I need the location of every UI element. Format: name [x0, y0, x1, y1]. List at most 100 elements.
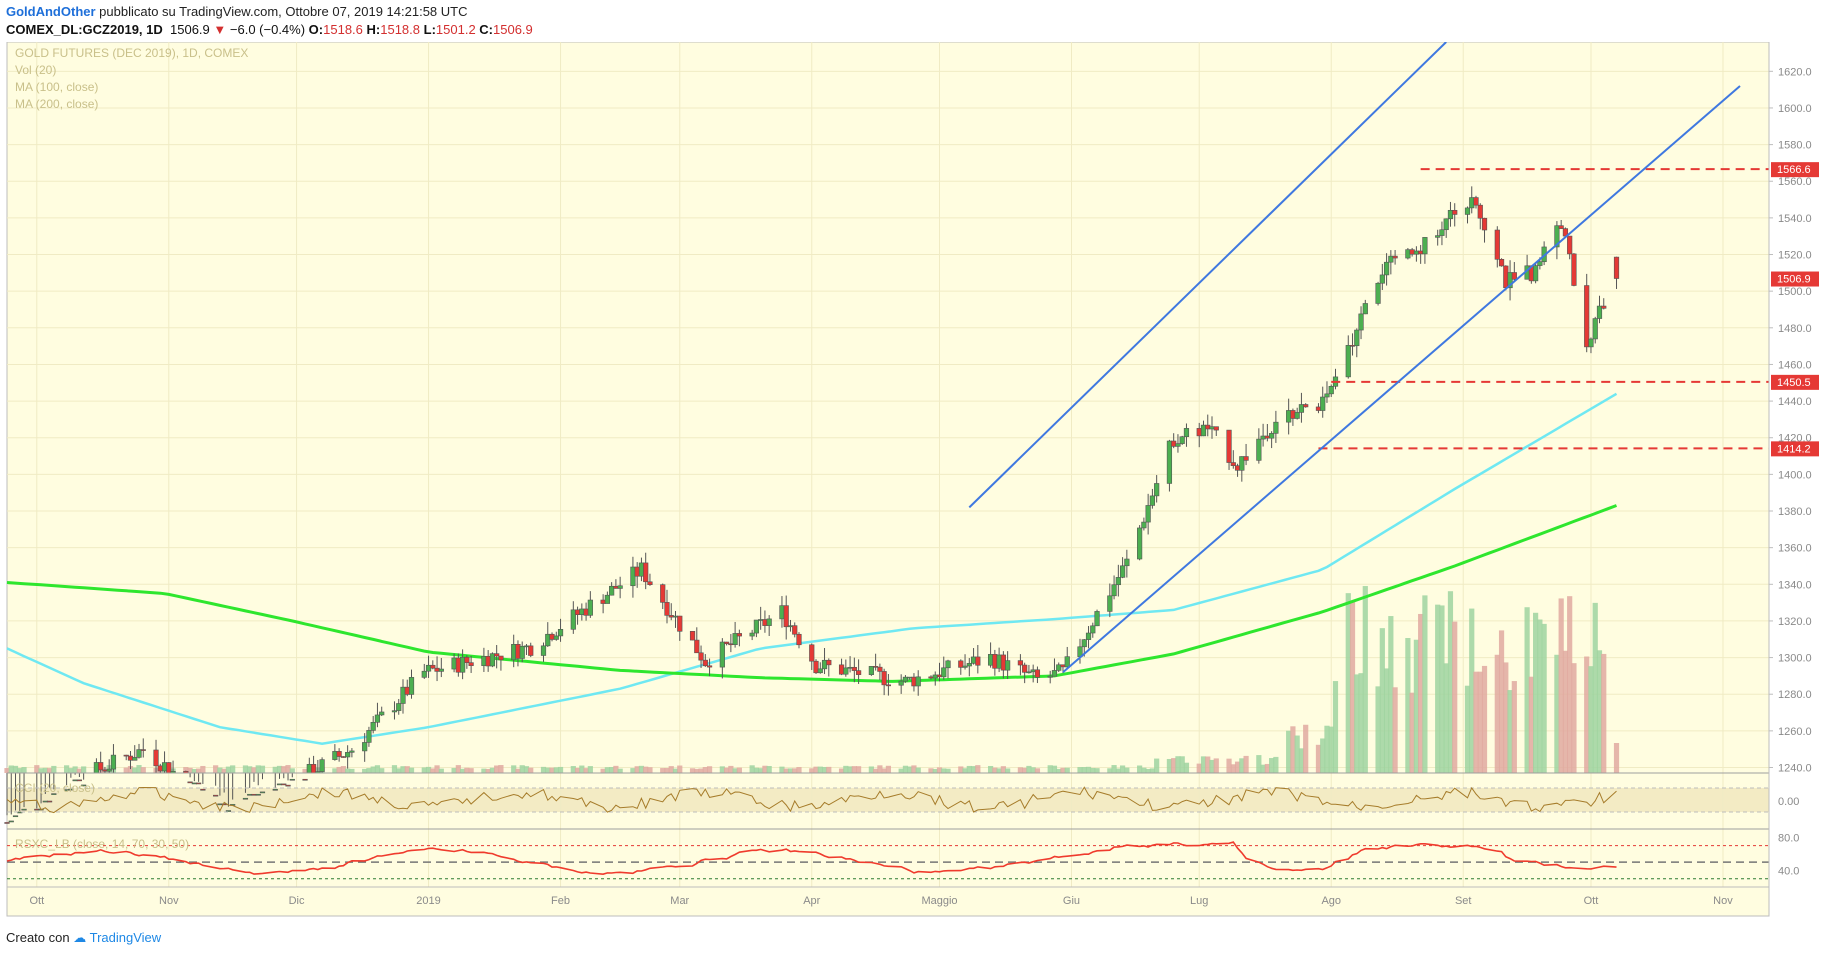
volume-bar	[140, 767, 146, 773]
volume-bar	[643, 766, 649, 773]
volume-bar	[64, 765, 70, 773]
volume-bar	[1175, 756, 1181, 773]
volume-bar	[81, 766, 87, 773]
candle-body	[604, 594, 610, 604]
candle-body	[340, 756, 346, 758]
candle-body	[1064, 656, 1070, 668]
volume-bar	[1481, 665, 1488, 773]
time-tick-label: Ott	[29, 895, 44, 907]
candle-body	[1503, 265, 1509, 289]
volume-bar	[647, 767, 653, 773]
candle-body	[515, 644, 521, 659]
volume-bar	[519, 765, 525, 773]
volume-bar	[545, 767, 551, 773]
candle-body	[1298, 404, 1305, 413]
time-tick-label: Nov	[159, 895, 179, 907]
volume-bar	[1141, 767, 1147, 773]
volume-bar	[638, 765, 645, 773]
volume-bar	[1269, 758, 1275, 773]
volume-bar	[1005, 768, 1011, 773]
channel-line	[968, 42, 1447, 509]
volume-bar	[1464, 685, 1471, 773]
volume-bar	[1349, 601, 1356, 773]
price-tick-label: 1480.0	[1778, 323, 1812, 335]
time-tick-label: 2019	[416, 895, 440, 907]
candle-body	[34, 808, 40, 811]
candle-body	[723, 641, 730, 645]
volume-bar	[660, 768, 666, 773]
volume-bar	[213, 765, 219, 773]
candle-body	[408, 677, 415, 695]
price-tick-label: 1360.0	[1778, 543, 1812, 555]
low-value: 1501.2	[435, 22, 476, 37]
candle-body	[464, 656, 470, 663]
candle-body	[1205, 424, 1211, 430]
candle-body	[302, 778, 308, 781]
candle-body	[12, 815, 19, 818]
publish-header: GoldAndOther pubblicato su TradingView.c…	[6, 4, 468, 19]
volume-bar	[1264, 763, 1270, 773]
horizontal-levels[interactable]: 1566.6 1450.5 1414.2 1506.9	[1318, 162, 1819, 457]
volume-bar	[255, 765, 261, 773]
candle-body	[374, 714, 381, 723]
price-tick-label: 1420.0	[1778, 433, 1812, 445]
candle-body	[1443, 218, 1449, 231]
tradingview-logo-icon: ☁	[73, 930, 87, 945]
time-axis[interactable]: Ott Nov Dic 2019 Feb Mar Apr Maggio Giu Lug Ago Set…	[7, 886, 1769, 907]
candle-body	[766, 618, 772, 626]
candle-body	[319, 759, 325, 772]
volume-bar	[1226, 758, 1232, 773]
price-tick-label: 1260.0	[1778, 726, 1812, 738]
volume-bar	[460, 768, 466, 773]
trend-channel[interactable]	[968, 42, 1741, 673]
volume-bar	[1200, 756, 1207, 773]
volume-bar	[826, 766, 832, 773]
candle-body	[1571, 253, 1577, 286]
candle-body	[826, 659, 832, 666]
candle-body	[1145, 505, 1151, 523]
candle-body	[1418, 250, 1424, 255]
candle-body	[1290, 410, 1296, 419]
volume-bar	[230, 765, 236, 773]
candle-body	[247, 793, 253, 796]
candle-body	[574, 609, 581, 615]
price-axis[interactable]: 1240.0 1260.0 1280.0 1300.0 1320.0 1340.0 1360…	[1768, 42, 1812, 916]
candle-body	[613, 585, 619, 589]
volume-bar	[847, 766, 853, 773]
volume-bar	[868, 766, 874, 773]
candle-body	[332, 751, 338, 760]
volume-bar	[1290, 726, 1296, 773]
candle-body	[1452, 209, 1458, 215]
volume-bar	[1413, 639, 1419, 773]
candle-body	[1601, 305, 1607, 309]
volume-bar	[1537, 619, 1543, 773]
candle-body	[749, 632, 755, 637]
open-value: 1518.6	[323, 22, 363, 37]
candle-body	[698, 652, 704, 661]
tradingview-link[interactable]: TradingView	[89, 930, 162, 945]
volume-bar	[1064, 767, 1070, 773]
candle-body	[932, 674, 938, 679]
candle-body	[1349, 345, 1356, 347]
volume-bar	[8, 765, 14, 773]
candle-body	[540, 645, 547, 656]
volume-bar	[289, 768, 295, 773]
volume-bar	[719, 766, 725, 773]
candle-body	[941, 667, 947, 678]
volume-bar	[1256, 755, 1262, 773]
volume-bar	[302, 768, 308, 773]
candle-body	[132, 757, 138, 761]
candle-body	[81, 784, 87, 787]
candle-body	[1085, 632, 1092, 640]
volume-bar	[1498, 630, 1505, 773]
volume-bar	[1477, 671, 1483, 773]
candle-body	[391, 710, 398, 713]
author-name[interactable]: GoldAndOther	[6, 4, 96, 19]
candle-body	[1051, 670, 1058, 677]
candle-body	[1111, 584, 1117, 597]
publish-info: pubblicato su TradingView.com, Ottobre 0…	[99, 4, 468, 19]
candle-body	[1081, 639, 1087, 648]
candle-body	[1256, 438, 1262, 461]
candle-body	[1273, 421, 1279, 434]
chart-canvas[interactable]: 1566.6 1450.5 1414.2 1506.9 1240.0 1260.0 128…	[0, 42, 1828, 925]
